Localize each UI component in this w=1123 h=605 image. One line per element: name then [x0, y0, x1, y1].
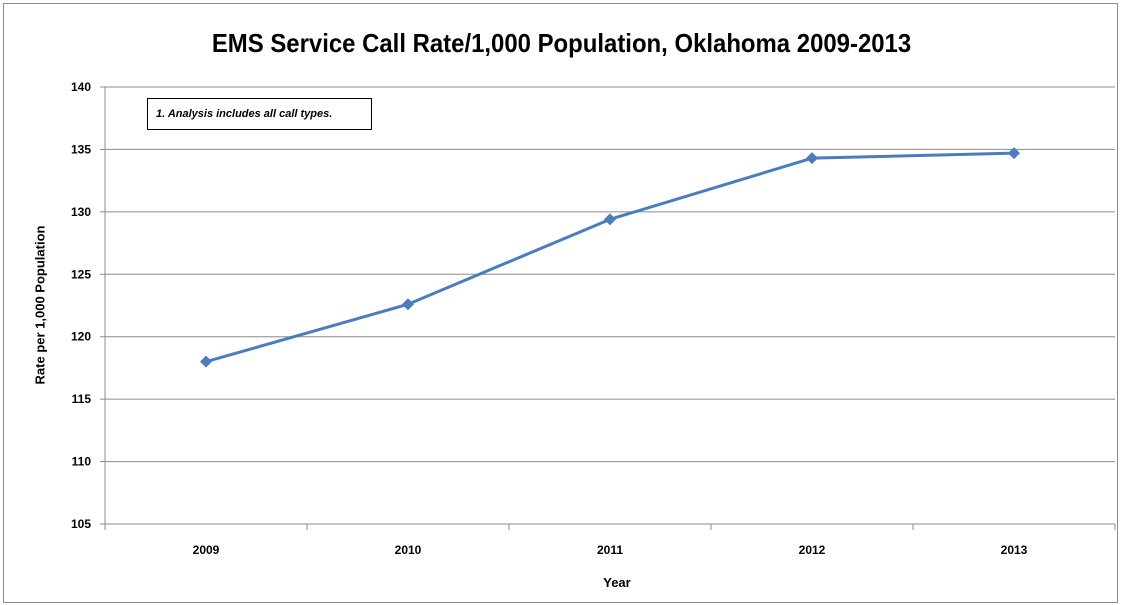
data-point	[1008, 147, 1020, 160]
data-point	[200, 355, 212, 368]
series-line	[205, 151, 1015, 364]
y-tick-label: 105	[71, 517, 91, 531]
y-axis-title: Rate per 1,000 Population	[32, 225, 48, 385]
chart-title: EMS Service Call Rate/1,000 Population, …	[211, 28, 912, 58]
y-tick-label: 120	[71, 330, 91, 344]
data-point	[402, 298, 414, 311]
x-tick-label: 2009	[193, 543, 220, 557]
y-tick-label: 135	[71, 142, 91, 156]
data-point	[604, 213, 616, 226]
x-axis-title: Year	[603, 575, 630, 590]
x-tick-label: 2012	[799, 543, 826, 557]
y-tick-label: 125	[71, 267, 91, 281]
y-tick-label: 115	[72, 392, 92, 406]
chart-annotation: 1. Analysis includes all call types.	[147, 98, 372, 130]
data-point	[806, 152, 818, 165]
x-tick-label: 2010	[395, 543, 422, 557]
y-tick-label: 110	[72, 455, 92, 469]
x-tick-label: 2013	[1001, 543, 1028, 557]
x-tick-label: 2011	[597, 543, 623, 557]
y-tick-label: 140	[71, 80, 91, 94]
y-tick-label: 130	[71, 205, 91, 219]
